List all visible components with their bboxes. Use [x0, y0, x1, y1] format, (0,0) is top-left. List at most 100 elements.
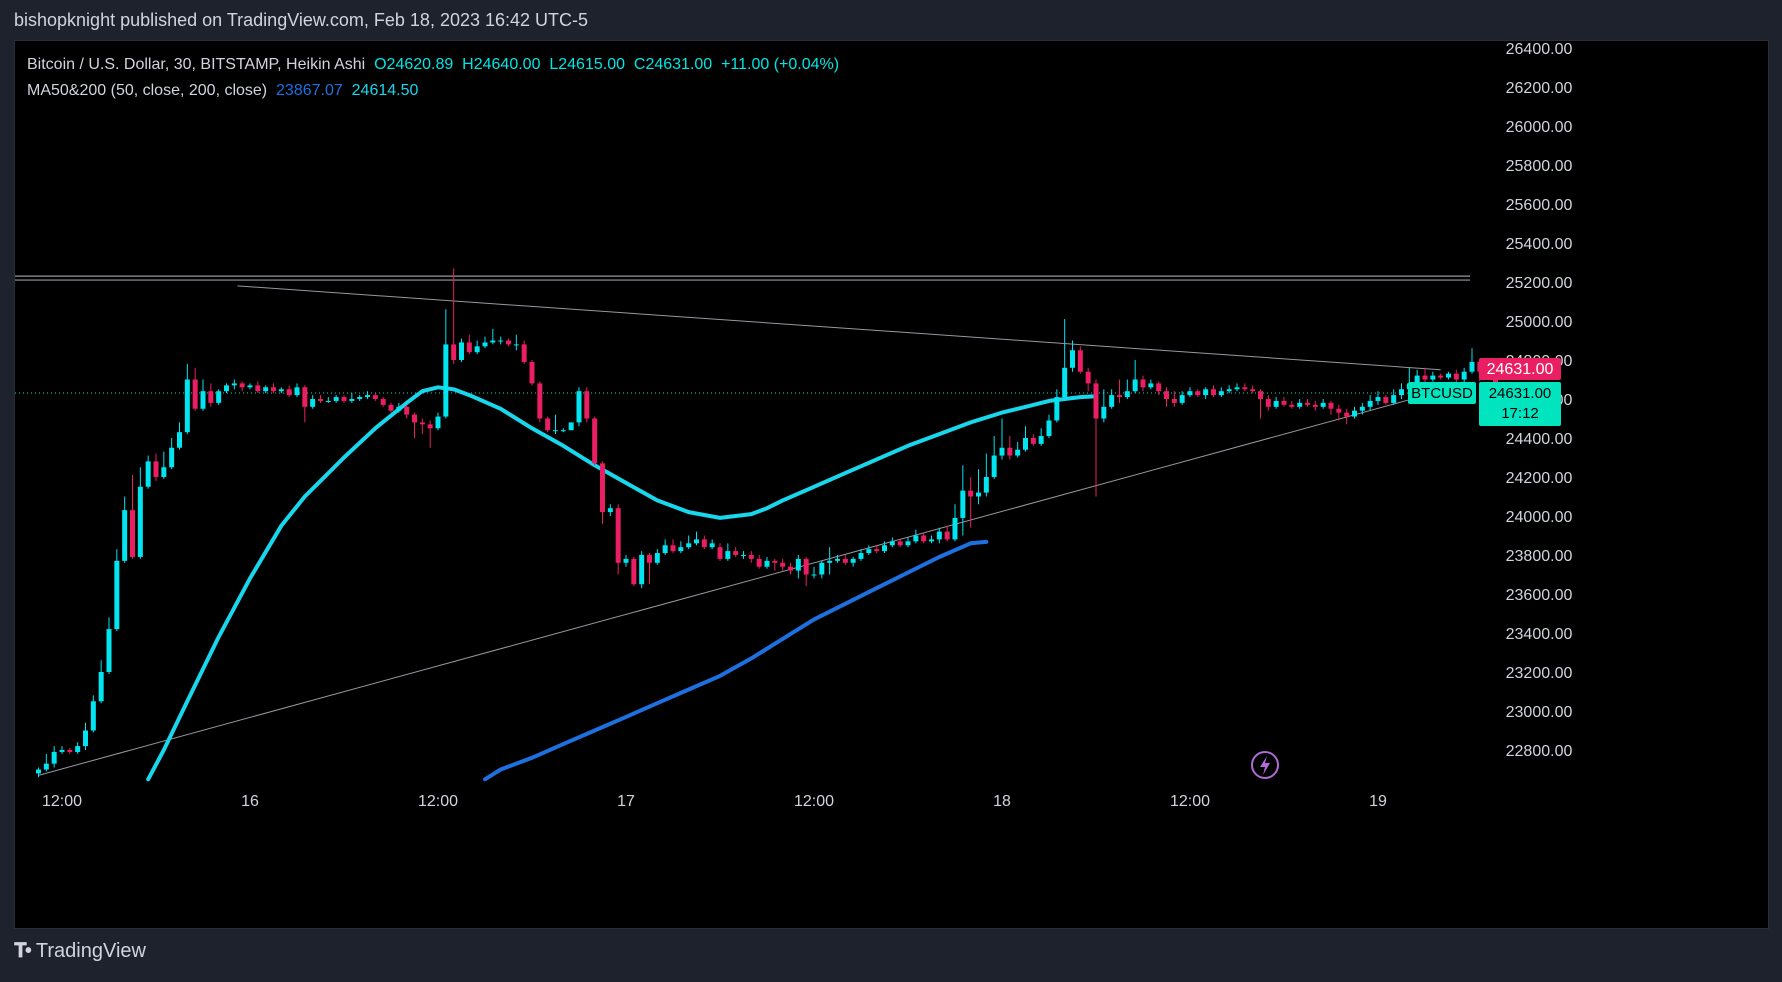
candle-body	[114, 560, 120, 630]
footer-brand[interactable]: TradingView	[35, 940, 146, 962]
candle-body	[795, 558, 801, 571]
candle-body	[474, 346, 480, 353]
candle-body	[83, 730, 88, 747]
candle-body	[529, 361, 535, 384]
candle-body	[1328, 402, 1334, 409]
candle-body	[43, 763, 49, 770]
y-tick-label: 23000.00	[1506, 704, 1573, 721]
candle-body	[584, 391, 590, 419]
candle-body	[412, 414, 417, 423]
candle-body	[36, 769, 41, 774]
candle-body	[459, 342, 464, 360]
y-tick-label: 26400.00	[1506, 41, 1573, 58]
candle-body	[1461, 371, 1467, 380]
y-tick-label: 24200.00	[1506, 470, 1573, 487]
trendline-1	[38, 390, 1441, 776]
y-tick-label: 23400.00	[1506, 626, 1573, 643]
candle-body	[349, 399, 355, 401]
legend-ma-label[interactable]: MA50&200 (50, close, 200, close)	[27, 82, 268, 99]
candle-body	[701, 539, 707, 548]
candle-body	[1320, 402, 1326, 407]
trendline-0	[237, 285, 1441, 371]
legend-change: +11.00 (+0.04%)	[721, 56, 840, 73]
legend-row-ma: MA50&200 (50, close, 200, close) 23867.0…	[27, 78, 839, 104]
candle-body	[545, 418, 551, 431]
legend-open: O24620.89	[374, 56, 454, 73]
candle-body	[145, 461, 151, 487]
candle-body	[341, 397, 347, 401]
candle-body	[137, 486, 143, 557]
candle-body	[615, 508, 621, 563]
candle-body	[1171, 399, 1177, 403]
candlestick-chart[interactable]: 22800.00 23000.00 23200.00 23400.00 23600.00…	[15, 41, 1770, 930]
lightning-bolt-icon	[1260, 756, 1270, 775]
candle-body	[1203, 389, 1209, 396]
candle-body	[1422, 375, 1428, 380]
candle-body	[435, 416, 441, 429]
candle-body	[1359, 406, 1365, 411]
candle-body	[960, 490, 966, 518]
legend-low: L24615.00	[549, 56, 625, 73]
y-tick-label: 24000.00	[1506, 509, 1573, 526]
candle-body	[882, 545, 887, 552]
chart-area[interactable]: 22800.00 23000.00 23200.00 23400.00 23600.00…	[14, 40, 1769, 929]
candle-body	[756, 558, 762, 567]
candle-body	[1195, 391, 1201, 396]
candle-body	[1297, 402, 1303, 407]
candle-body	[1085, 371, 1091, 384]
candle-body	[98, 672, 104, 702]
candle-body	[388, 404, 394, 411]
x-tick-label: 12:00	[418, 793, 458, 810]
candle-body	[506, 340, 511, 345]
x-tick-label: 16	[241, 793, 259, 810]
candle-body	[842, 558, 848, 563]
y-tick-label: 26000.00	[1506, 119, 1573, 136]
candle-body	[1383, 397, 1389, 403]
tradingview-logo-icon[interactable]: 𝐓•	[14, 940, 32, 962]
candle-body	[255, 385, 261, 392]
x-tick-label: 12:00	[794, 793, 834, 810]
legend-high: H24640.00	[462, 56, 541, 73]
candle-body	[310, 399, 316, 407]
candle-body	[936, 531, 942, 540]
candle-body	[1234, 387, 1240, 390]
symbol-tag-label: BTCUSD	[1411, 385, 1473, 402]
candle-body	[858, 553, 864, 559]
candle-body	[59, 750, 65, 752]
candle-body	[553, 430, 558, 432]
candle-body	[325, 400, 331, 402]
candle-body	[725, 551, 731, 559]
candle-body	[780, 562, 786, 567]
candle-body	[733, 551, 739, 555]
last-price-tag-value: 24631.00	[1487, 361, 1554, 378]
candle-body	[396, 406, 402, 411]
y-tick-label: 23600.00	[1506, 587, 1573, 604]
y-tick-label: 22800.00	[1506, 743, 1573, 760]
candle-body	[208, 391, 214, 403]
candle-body	[1289, 404, 1295, 407]
candle-body	[521, 344, 527, 362]
candle-body	[976, 492, 981, 497]
candle-body	[263, 387, 269, 392]
candle-body	[357, 397, 363, 399]
symbol-price-value: 24631.00	[1489, 385, 1552, 402]
legend-symbol[interactable]: Bitcoin / U.S. Dollar, 30, BITSTAMP, Hei…	[27, 56, 366, 73]
candle-body	[200, 391, 206, 409]
candle-body	[1148, 383, 1154, 388]
candle-body	[1140, 379, 1146, 388]
candle-body	[1187, 391, 1193, 396]
candle-body	[568, 422, 574, 431]
candle-body	[130, 510, 135, 557]
candle-body	[1305, 402, 1310, 405]
candle-body	[90, 701, 96, 731]
candle-body	[1117, 395, 1122, 398]
candle-body	[897, 541, 903, 546]
candle-body	[1352, 410, 1357, 417]
candle-body	[560, 430, 566, 432]
candle-body	[686, 543, 692, 548]
x-tick-label: 12:00	[42, 793, 82, 810]
x-tick-label: 19	[1369, 793, 1387, 810]
candle-body	[944, 531, 950, 540]
candle-body	[1038, 436, 1044, 444]
symbol-price-tag	[1479, 381, 1561, 426]
